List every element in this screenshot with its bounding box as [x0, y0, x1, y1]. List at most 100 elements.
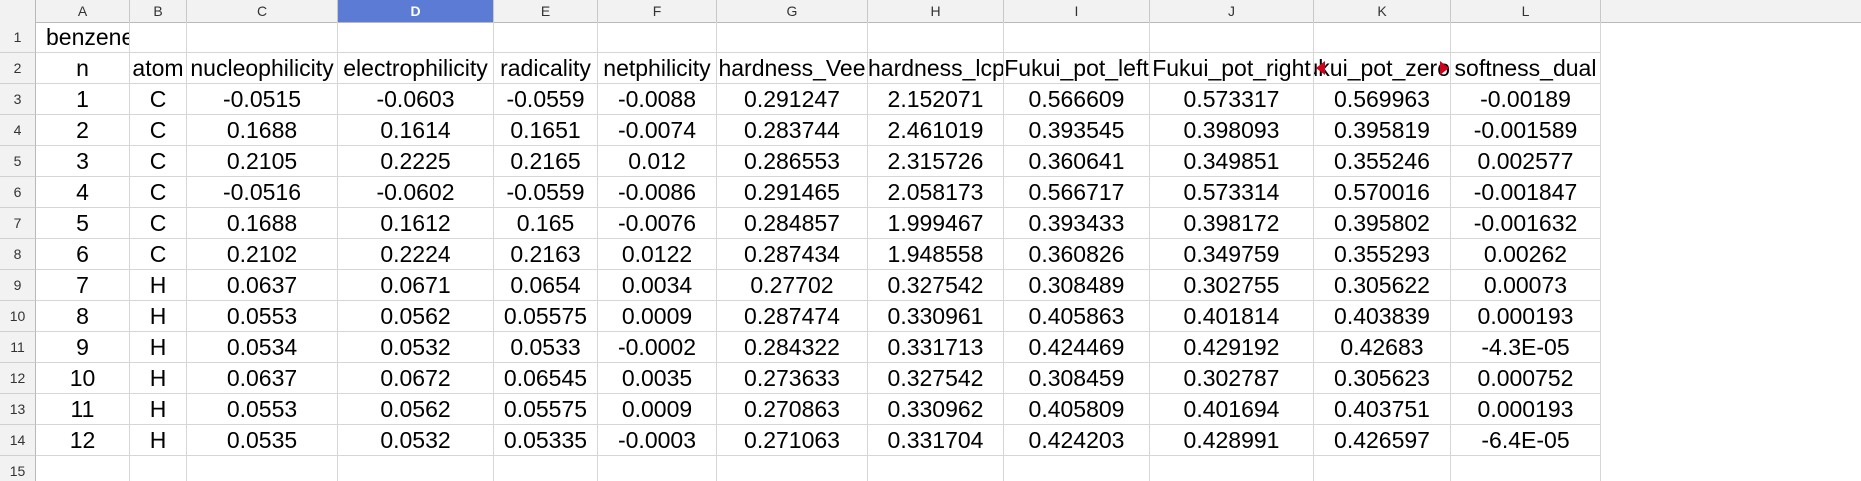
- cell-h4[interactable]: 2.461019: [868, 115, 1004, 146]
- cell-e5[interactable]: 0.2165: [494, 146, 598, 177]
- cell-d2[interactable]: electrophilicity: [338, 53, 494, 84]
- row-header-13[interactable]: 13: [0, 394, 36, 425]
- row-header-14[interactable]: 14: [0, 425, 36, 456]
- cell-e10[interactable]: 0.05575: [494, 301, 598, 332]
- cell-f1[interactable]: [598, 22, 717, 53]
- cell-c13[interactable]: 0.0553: [187, 394, 338, 425]
- cell-c4[interactable]: 0.1688: [187, 115, 338, 146]
- cell-f12[interactable]: 0.0035: [598, 363, 717, 394]
- cell-b14[interactable]: H: [130, 425, 187, 456]
- cell-i14[interactable]: 0.424203: [1004, 425, 1150, 456]
- cell-h3[interactable]: 2.152071: [868, 84, 1004, 115]
- cell-f4[interactable]: -0.0074: [598, 115, 717, 146]
- cell-c11[interactable]: 0.0534: [187, 332, 338, 363]
- row-header-3[interactable]: 3: [0, 84, 36, 115]
- cell-a5[interactable]: 3: [36, 146, 130, 177]
- cell-k1[interactable]: [1314, 22, 1451, 53]
- cell-d14[interactable]: 0.0532: [338, 425, 494, 456]
- cell-a7[interactable]: 5: [36, 208, 130, 239]
- cell-h2[interactable]: hardness_lcp: [868, 53, 1004, 84]
- cell-d15[interactable]: [338, 456, 494, 481]
- row-header-12[interactable]: 12: [0, 363, 36, 394]
- cell-g8[interactable]: 0.287434: [717, 239, 868, 270]
- cell-k4[interactable]: 0.395819: [1314, 115, 1451, 146]
- cell-l10[interactable]: 0.000193: [1451, 301, 1601, 332]
- cell-c2[interactable]: nucleophilicity: [187, 53, 338, 84]
- row-header-6[interactable]: 6: [0, 177, 36, 208]
- cell-b6[interactable]: C: [130, 177, 187, 208]
- cell-i9[interactable]: 0.308489: [1004, 270, 1150, 301]
- cell-f9[interactable]: 0.0034: [598, 270, 717, 301]
- cell-k9[interactable]: 0.305622: [1314, 270, 1451, 301]
- column-header-g[interactable]: G: [717, 0, 868, 22]
- cell-h13[interactable]: 0.330962: [868, 394, 1004, 425]
- cell-a15[interactable]: [36, 456, 130, 481]
- cell-a13[interactable]: 11: [36, 394, 130, 425]
- cell-f8[interactable]: 0.0122: [598, 239, 717, 270]
- cell-b8[interactable]: C: [130, 239, 187, 270]
- cell-i10[interactable]: 0.405863: [1004, 301, 1150, 332]
- cell-g11[interactable]: 0.284322: [717, 332, 868, 363]
- cell-l11[interactable]: -4.3E-05: [1451, 332, 1601, 363]
- column-header-d[interactable]: D: [338, 0, 494, 22]
- cell-i5[interactable]: 0.360641: [1004, 146, 1150, 177]
- cell-j4[interactable]: 0.398093: [1150, 115, 1314, 146]
- cell-d6[interactable]: -0.0602: [338, 177, 494, 208]
- cell-c14[interactable]: 0.0535: [187, 425, 338, 456]
- cell-g4[interactable]: 0.283744: [717, 115, 868, 146]
- cell-h12[interactable]: 0.327542: [868, 363, 1004, 394]
- cell-l2[interactable]: softness_dual: [1451, 53, 1601, 84]
- column-header-f[interactable]: F: [598, 0, 717, 22]
- cell-h15[interactable]: [868, 456, 1004, 481]
- cell-c5[interactable]: 0.2105: [187, 146, 338, 177]
- cell-l15[interactable]: [1451, 456, 1601, 481]
- cell-a8[interactable]: 6: [36, 239, 130, 270]
- cell-j7[interactable]: 0.398172: [1150, 208, 1314, 239]
- cell-f14[interactable]: -0.0003: [598, 425, 717, 456]
- cell-b12[interactable]: H: [130, 363, 187, 394]
- cell-e3[interactable]: -0.0559: [494, 84, 598, 115]
- cell-h8[interactable]: 1.948558: [868, 239, 1004, 270]
- cell-d11[interactable]: 0.0532: [338, 332, 494, 363]
- cell-d1[interactable]: [338, 22, 494, 53]
- column-header-l[interactable]: L: [1451, 0, 1601, 22]
- cell-c7[interactable]: 0.1688: [187, 208, 338, 239]
- cell-i6[interactable]: 0.566717: [1004, 177, 1150, 208]
- cell-i7[interactable]: 0.393433: [1004, 208, 1150, 239]
- cell-g13[interactable]: 0.270863: [717, 394, 868, 425]
- cell-l7[interactable]: -0.001632: [1451, 208, 1601, 239]
- cell-f11[interactable]: -0.0002: [598, 332, 717, 363]
- cell-e15[interactable]: [494, 456, 598, 481]
- cell-a6[interactable]: 4: [36, 177, 130, 208]
- cell-e2[interactable]: radicality: [494, 53, 598, 84]
- cell-f15[interactable]: [598, 456, 717, 481]
- cell-l8[interactable]: 0.00262: [1451, 239, 1601, 270]
- cell-k8[interactable]: 0.355293: [1314, 239, 1451, 270]
- cell-h7[interactable]: 1.999467: [868, 208, 1004, 239]
- cell-h1[interactable]: [868, 22, 1004, 53]
- cell-f13[interactable]: 0.0009: [598, 394, 717, 425]
- cell-d13[interactable]: 0.0562: [338, 394, 494, 425]
- cell-a1[interactable]: benzene: [36, 22, 130, 53]
- cell-d9[interactable]: 0.0671: [338, 270, 494, 301]
- cell-l5[interactable]: 0.002577: [1451, 146, 1601, 177]
- row-header-7[interactable]: 7: [0, 208, 36, 239]
- cell-c3[interactable]: -0.0515: [187, 84, 338, 115]
- cell-k11[interactable]: 0.42683: [1314, 332, 1451, 363]
- cell-k5[interactable]: 0.355246: [1314, 146, 1451, 177]
- cell-i4[interactable]: 0.393545: [1004, 115, 1150, 146]
- cell-k3[interactable]: 0.569963: [1314, 84, 1451, 115]
- cell-j14[interactable]: 0.428991: [1150, 425, 1314, 456]
- cell-a10[interactable]: 8: [36, 301, 130, 332]
- cell-l13[interactable]: 0.000193: [1451, 394, 1601, 425]
- cell-h11[interactable]: 0.331713: [868, 332, 1004, 363]
- row-header-11[interactable]: 11: [0, 332, 36, 363]
- row-header-2[interactable]: 2: [0, 53, 36, 84]
- cell-e8[interactable]: 0.2163: [494, 239, 598, 270]
- cell-f10[interactable]: 0.0009: [598, 301, 717, 332]
- cell-b3[interactable]: C: [130, 84, 187, 115]
- cell-e13[interactable]: 0.05575: [494, 394, 598, 425]
- cell-k7[interactable]: 0.395802: [1314, 208, 1451, 239]
- cell-e7[interactable]: 0.165: [494, 208, 598, 239]
- cell-i2[interactable]: Fukui_pot_left: [1004, 53, 1150, 84]
